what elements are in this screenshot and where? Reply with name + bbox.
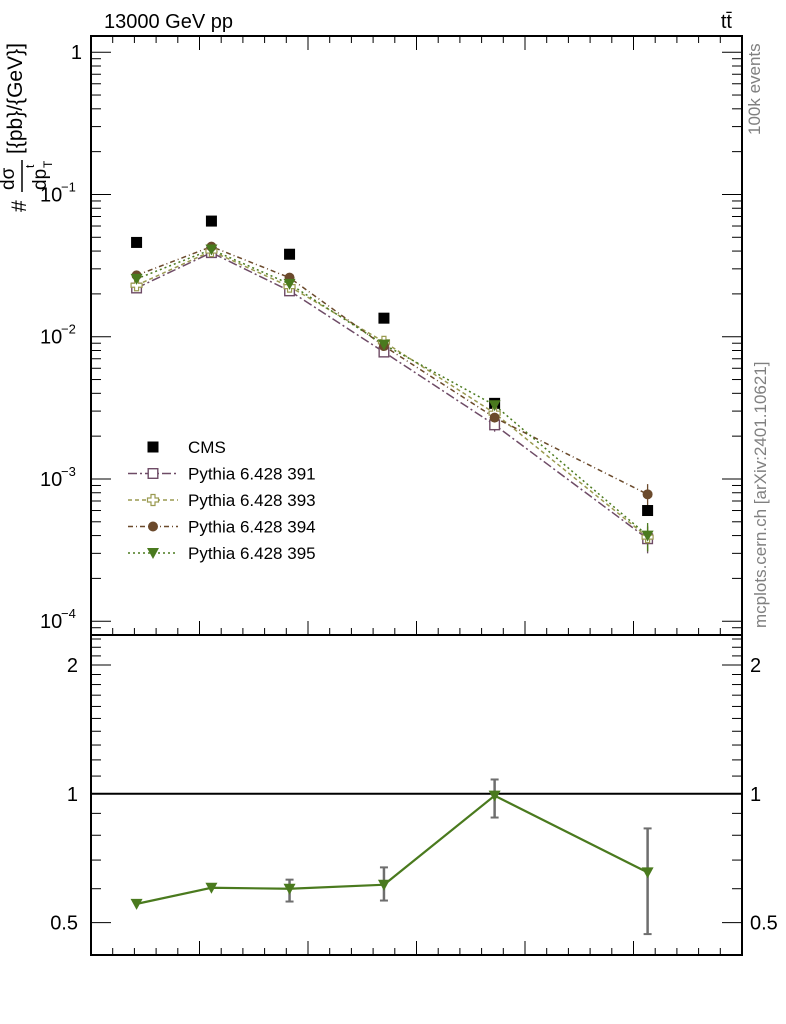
ratio-series-line <box>136 794 649 905</box>
series-point <box>205 244 218 256</box>
ratio-y-tick-label-left: 1 <box>67 784 78 806</box>
legend-label: Pythia 6.428 394 <box>188 518 316 537</box>
main-y-ticks: 110−110−210−310−4 <box>40 42 742 636</box>
main-data-layer <box>130 215 654 554</box>
series-point <box>489 412 500 423</box>
series-point <box>130 279 143 292</box>
ratio-data-layer <box>91 778 742 936</box>
header-process: tt̄ <box>721 11 733 33</box>
legend-label: CMS <box>188 438 226 457</box>
main-y-tick-exponent: −1 <box>61 179 76 194</box>
ratio-point <box>283 883 296 895</box>
series-line <box>136 248 649 537</box>
legend-label: Pythia 6.428 395 <box>188 544 316 563</box>
series-line <box>136 250 649 538</box>
legend: CMS Pythia 6.428 391 Pythia 6.428 393 Pythi… <box>128 438 316 563</box>
main-y-tick-label: 10 <box>40 327 62 349</box>
main-y-tick-label: 10 <box>40 469 62 491</box>
legend-label: Pythia 6.428 391 <box>188 465 316 484</box>
cms-data-point <box>205 215 217 227</box>
y-axis-prefix: # <box>8 200 31 212</box>
legend-label: Pythia 6.428 393 <box>188 491 316 510</box>
main-y-tick-label: 10 <box>40 184 62 206</box>
main-y-tick-exponent: −3 <box>61 464 76 479</box>
y-axis-denominator: dp <box>30 169 51 190</box>
legend-marker <box>147 441 159 453</box>
ratio-point <box>205 882 218 894</box>
legend-marker <box>146 493 160 507</box>
ratio-y-tick-label-right: 2 <box>750 655 761 677</box>
x-axis-ticks <box>90 36 743 955</box>
events-label: 100k events <box>745 43 764 135</box>
series-point <box>488 400 501 412</box>
ratio-y-tick-label-left: 0.5 <box>50 913 78 935</box>
cms-data-point <box>284 248 296 260</box>
y-axis-title: # dσ dp t T [{pb}/{GeV}] <box>0 43 55 212</box>
cms-data-point <box>378 312 390 324</box>
series-line <box>136 251 649 540</box>
y-axis-sub: T <box>41 160 55 168</box>
main-y-tick-label: 10 <box>40 611 62 633</box>
cms-data-point <box>131 236 143 248</box>
main-y-tick-exponent: −4 <box>61 606 76 621</box>
legend-marker <box>147 548 159 559</box>
legend-marker <box>147 468 159 480</box>
series-point <box>283 278 296 290</box>
cms-data-point <box>642 505 654 517</box>
ratio-y-tick-label-left: 2 <box>67 655 78 677</box>
ratio-panel-frame <box>90 634 743 956</box>
series-point <box>642 489 653 500</box>
y-axis-sup: t <box>23 164 37 168</box>
y-axis-numerator: dσ <box>0 167 19 190</box>
legend-marker <box>148 521 158 532</box>
series-point <box>130 273 143 285</box>
ratio-point <box>377 879 390 891</box>
series-line <box>136 245 648 495</box>
ratio-point <box>130 898 143 910</box>
header-title: 13000 GeV pp <box>104 11 233 33</box>
ratio-y-tick-label-right: 1 <box>750 784 761 806</box>
series-point <box>377 339 390 351</box>
main-y-tick-exponent: −2 <box>61 322 76 337</box>
series-point <box>641 530 654 542</box>
y-axis-unit: [{pb}/{GeV}] <box>4 43 27 154</box>
ratio-point <box>641 867 654 879</box>
ratio-y-ticks: 2 2 1 1 0.5 0.5 <box>50 638 778 935</box>
ratio-y-tick-label-right: 0.5 <box>750 913 778 935</box>
main-y-tick-label: 1 <box>71 42 82 64</box>
ratio-point <box>488 790 501 802</box>
source-label: mcplots.cern.ch [arXiv:2401.10621] <box>751 362 770 628</box>
